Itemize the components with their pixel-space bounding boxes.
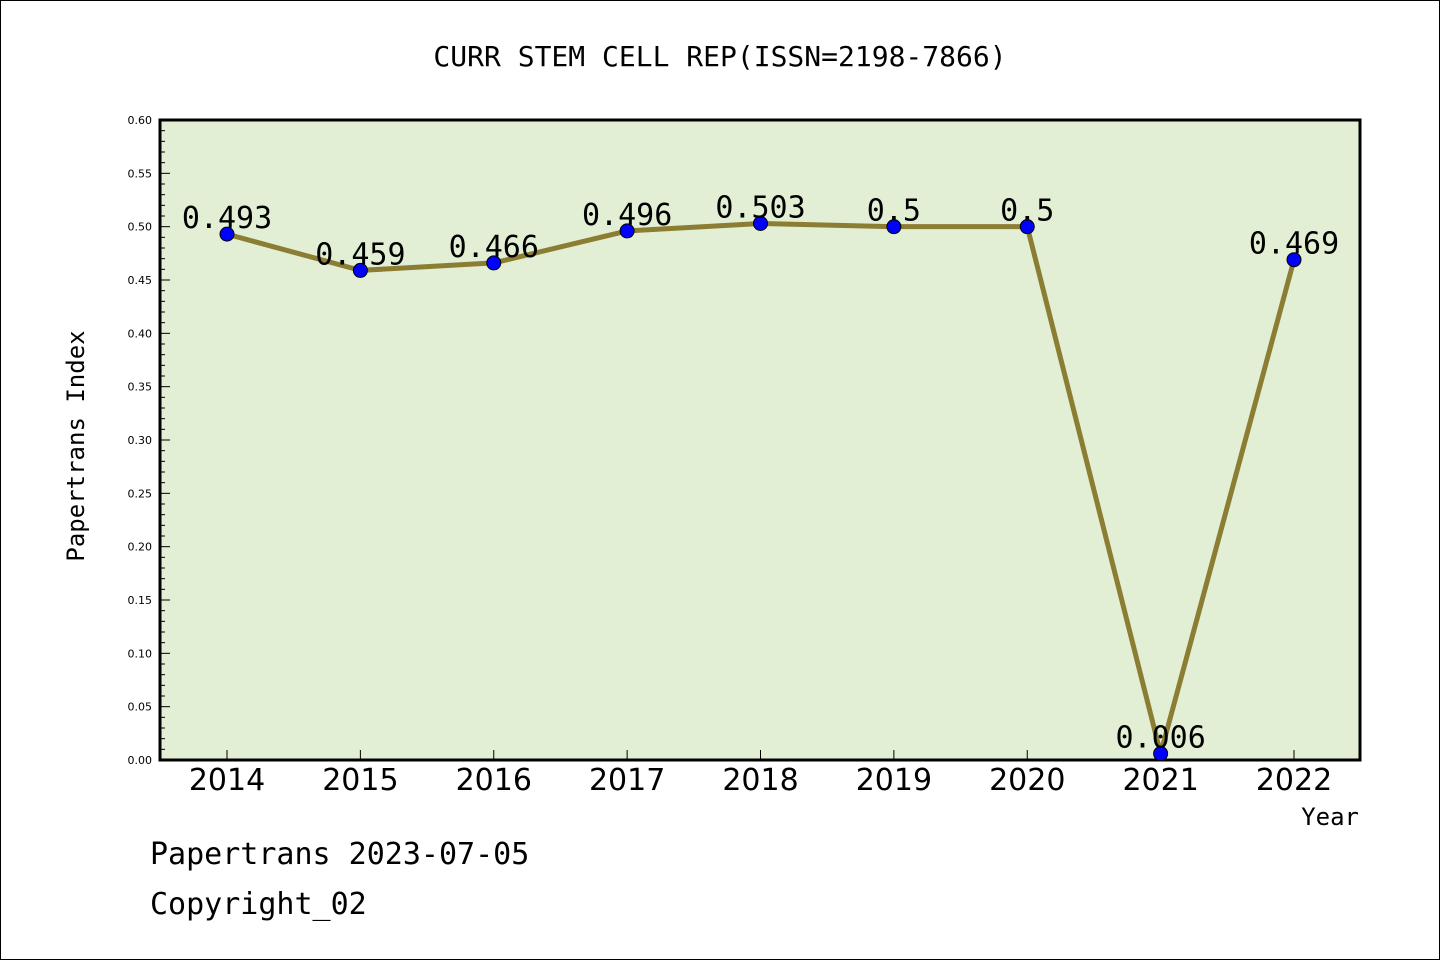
y-tick-label: 0.60 bbox=[128, 114, 153, 127]
y-tick-label: 0.55 bbox=[128, 167, 153, 180]
x-tick-label: 2019 bbox=[856, 763, 932, 798]
data-label: 0.006 bbox=[1115, 721, 1205, 756]
footer-date: Papertrans 2023-07-05 bbox=[150, 837, 529, 872]
data-label: 0.496 bbox=[582, 198, 672, 233]
data-point bbox=[219, 226, 235, 242]
data-label: 0.503 bbox=[715, 190, 805, 225]
y-tick-label: 0.10 bbox=[128, 647, 153, 660]
x-tick-label: 2022 bbox=[1256, 763, 1332, 798]
data-point bbox=[1019, 219, 1035, 235]
data-point bbox=[619, 223, 635, 239]
data-labels: 0.493 0.459 0.466 0.496 0.503 0.5 0.5 0.006 0.46… bbox=[182, 190, 1339, 755]
x-axis: 2014 2015 2016 2017 2018 2019 2020 2021 2022 bbox=[189, 750, 1332, 798]
footer-copyright: Copyright_02 bbox=[150, 887, 367, 922]
y-tick-label: 0.30 bbox=[128, 434, 153, 447]
y-tick-label: 0.45 bbox=[128, 274, 153, 287]
data-label: 0.493 bbox=[182, 201, 272, 236]
data-point bbox=[352, 262, 368, 278]
y-tick-label: 0.15 bbox=[128, 594, 153, 607]
data-point bbox=[486, 255, 502, 271]
y-tick-label: 0.00 bbox=[128, 754, 153, 767]
y-axis: 0.00 0.05 0.10 0.15 0.20 0.25 0.30 0.35 0.40 0.45… bbox=[128, 114, 170, 767]
x-tick-label: 2016 bbox=[456, 763, 532, 798]
y-tick-label: 0.35 bbox=[128, 381, 153, 394]
data-label: 0.466 bbox=[449, 230, 539, 265]
x-tick-label: 2021 bbox=[1122, 763, 1198, 798]
y-axis-label: Papertrans Index bbox=[62, 330, 90, 561]
y-tick-label: 0.40 bbox=[128, 327, 153, 340]
y-tick-label: 0.25 bbox=[128, 487, 153, 500]
x-tick-label: 2018 bbox=[722, 763, 798, 798]
x-tick-label: 2015 bbox=[322, 763, 398, 798]
data-label: 0.5 bbox=[1000, 194, 1054, 229]
chart-title: CURR STEM CELL REP(ISSN=2198-7866) bbox=[433, 40, 1006, 73]
data-label: 0.459 bbox=[315, 237, 405, 272]
x-axis-label: Year bbox=[1301, 803, 1359, 831]
data-label: 0.5 bbox=[867, 194, 921, 229]
y-tick-label: 0.20 bbox=[128, 541, 153, 554]
data-point bbox=[886, 219, 902, 235]
x-tick-label: 2014 bbox=[189, 763, 265, 798]
data-point bbox=[753, 215, 768, 231]
x-tick-label: 2020 bbox=[989, 763, 1065, 798]
x-tick-label: 2017 bbox=[589, 763, 665, 798]
y-tick-label: 0.05 bbox=[128, 701, 153, 714]
data-point bbox=[1286, 252, 1302, 268]
data-markers bbox=[219, 215, 1302, 762]
y-tick-label: 0.50 bbox=[128, 221, 153, 234]
data-point bbox=[1153, 746, 1169, 762]
data-label: 0.469 bbox=[1249, 227, 1339, 262]
